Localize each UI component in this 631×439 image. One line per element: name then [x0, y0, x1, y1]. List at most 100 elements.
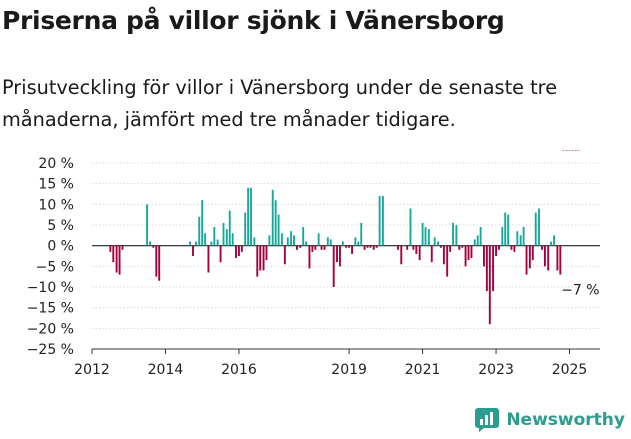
bar	[381, 196, 384, 246]
bar	[409, 208, 412, 246]
bar	[317, 233, 320, 246]
newsworthy-logo-text: Newsworthy	[506, 410, 625, 430]
bar	[228, 210, 231, 246]
bar	[522, 227, 525, 246]
bar	[534, 212, 537, 246]
bar	[437, 241, 439, 246]
bar	[286, 237, 289, 246]
bar	[155, 245, 158, 277]
bar	[109, 245, 112, 252]
y-tick-label: 20 %	[38, 156, 74, 172]
bar	[341, 241, 344, 246]
bar-chart: 20 % 15 % 10 % 5 % 0 % −5 % −10 % −15 % −20 % −25…	[27, 150, 600, 378]
bar	[400, 245, 403, 265]
x-tick-label: 2019	[331, 362, 367, 378]
bar	[519, 235, 522, 246]
bar	[366, 245, 369, 248]
bar	[513, 245, 516, 252]
x-tick-label: 2025	[552, 362, 588, 378]
bar	[553, 235, 556, 246]
bar	[403, 245, 406, 247]
bar	[332, 245, 335, 287]
bar	[568, 150, 571, 151]
bar	[204, 233, 207, 246]
x-tick-label: 2021	[405, 362, 441, 378]
bar	[433, 237, 436, 246]
bar	[360, 222, 363, 246]
bar	[195, 241, 197, 246]
bar	[449, 245, 452, 252]
bar	[308, 245, 311, 269]
bar	[467, 245, 470, 261]
bar	[541, 245, 543, 250]
bar	[446, 245, 449, 277]
bar	[231, 233, 234, 246]
y-tick-label: 5 %	[47, 218, 74, 234]
newsworthy-logo-icon	[475, 408, 500, 432]
bar	[488, 245, 491, 325]
bar	[574, 150, 577, 151]
bar	[455, 225, 458, 246]
bar	[421, 222, 424, 246]
bar	[525, 245, 528, 275]
bar	[219, 245, 222, 263]
y-tick-label: 15 %	[38, 177, 74, 193]
bar	[283, 245, 286, 265]
bar	[464, 245, 467, 267]
y-tick-label: −25 %	[27, 342, 74, 358]
bar	[415, 245, 418, 254]
bar	[345, 245, 348, 248]
x-tick-label: 2023	[478, 362, 514, 378]
bar	[504, 212, 507, 246]
bar	[357, 241, 360, 246]
bars	[109, 150, 580, 325]
bar	[492, 245, 495, 292]
bar	[192, 245, 194, 256]
bar	[247, 187, 250, 246]
bar	[427, 229, 430, 246]
bar	[293, 235, 295, 246]
bar	[112, 245, 115, 263]
bar	[323, 245, 326, 250]
latest-value-annotation: −7 %	[561, 283, 599, 299]
bar	[363, 245, 366, 250]
bar	[314, 245, 317, 250]
bar	[311, 245, 314, 252]
bar	[550, 241, 553, 246]
bar	[222, 222, 225, 246]
bar	[543, 245, 546, 267]
bar	[271, 189, 274, 246]
bar	[210, 241, 213, 246]
bar	[329, 239, 332, 246]
bar	[237, 245, 240, 256]
bar	[274, 200, 277, 246]
bar	[442, 245, 445, 265]
bar	[268, 235, 271, 246]
bar	[528, 245, 531, 269]
bar	[250, 187, 252, 246]
bar	[201, 200, 204, 246]
bar	[338, 245, 341, 267]
bar	[146, 204, 149, 246]
bar	[430, 245, 433, 263]
y-axis: 20 % 15 % 10 % 5 % 0 % −5 % −10 % −15 % −20 % −25…	[27, 156, 74, 358]
bar	[369, 245, 372, 248]
bar	[240, 245, 243, 252]
bar	[516, 231, 519, 246]
bar	[320, 245, 323, 250]
y-tick-label: 0 %	[47, 239, 74, 255]
y-tick-label: −5 %	[36, 259, 74, 275]
bar	[336, 245, 338, 263]
bar	[397, 245, 399, 250]
x-tick-label: 2012	[74, 362, 110, 378]
bar	[498, 245, 500, 250]
y-tick-label: −20 %	[27, 321, 74, 337]
bar	[158, 245, 161, 281]
bar	[378, 196, 381, 246]
bar	[577, 150, 580, 151]
bar	[244, 212, 247, 246]
bar	[348, 245, 351, 248]
bar	[440, 245, 442, 248]
bar	[538, 208, 540, 246]
bar	[277, 214, 280, 246]
